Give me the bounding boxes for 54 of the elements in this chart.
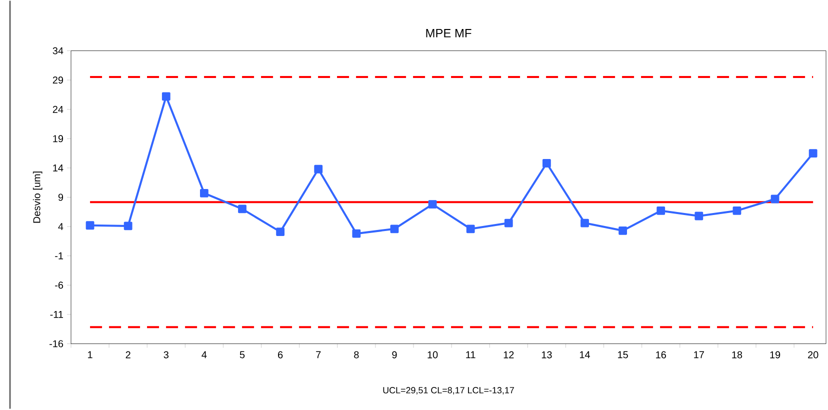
y-tick-label: 29 [52, 76, 64, 84]
x-tick-label: 9 [392, 352, 397, 359]
y-tick-label: 9 [58, 194, 64, 202]
x-tick-label: 1 [88, 352, 92, 358]
x-tick-label: 8 [354, 352, 359, 359]
point [200, 189, 208, 198]
text: UCL=29,51 CL=8,17 LCL=-13,17 [383, 387, 514, 395]
x-tick-label: 4 [202, 352, 207, 358]
point [542, 159, 551, 168]
y-tick-label: 19 [53, 135, 64, 142]
point [656, 206, 666, 216]
x-tick-label: 17 [694, 352, 704, 358]
point [466, 224, 475, 234]
point [352, 230, 361, 238]
point [808, 149, 818, 158]
point [694, 212, 704, 220]
x-tick-label: 19 [770, 352, 780, 359]
x-tick-label: 3 [164, 352, 168, 359]
x-tick-label: 11 [466, 352, 476, 358]
point [162, 92, 170, 101]
x-tick-label: 12 [504, 352, 514, 358]
point [314, 165, 323, 174]
x-tick-label: 14 [580, 352, 590, 358]
x-tick-label: 20 [808, 352, 818, 359]
point [504, 219, 513, 228]
x-tick-label: 18 [732, 352, 742, 359]
x-tick-label: 7 [316, 352, 321, 358]
y-tick-label: -1 [55, 252, 64, 260]
point [732, 206, 742, 216]
point [428, 200, 437, 209]
x-tick-label: 16 [656, 352, 666, 359]
x-tick-label: 2 [126, 352, 130, 358]
x-tick-label: 15 [618, 352, 628, 358]
y-tick-label: 4 [58, 223, 64, 230]
y-tick-label: 34 [52, 47, 64, 55]
y-tick-label: -6 [55, 282, 64, 289]
y-tick-label: -11 [50, 311, 64, 318]
point [238, 205, 246, 214]
point [390, 224, 399, 234]
x-tick-label: 13 [542, 352, 552, 359]
y-tick-label: -16 [50, 340, 64, 348]
y-tick-label: 24 [52, 106, 64, 114]
y-axis-title: Desvio [um] [32, 172, 42, 223]
point [86, 221, 94, 230]
chart-title: MPE MF [426, 29, 472, 38]
x-tick-label: 10 [428, 352, 438, 359]
point [770, 195, 780, 204]
point [124, 222, 132, 230]
x-tick-label: 6 [278, 352, 283, 359]
x-tick-label: 5 [240, 352, 245, 358]
point [276, 228, 285, 236]
y-tick-label: 14 [53, 164, 64, 172]
point [580, 219, 589, 228]
point [618, 226, 627, 236]
